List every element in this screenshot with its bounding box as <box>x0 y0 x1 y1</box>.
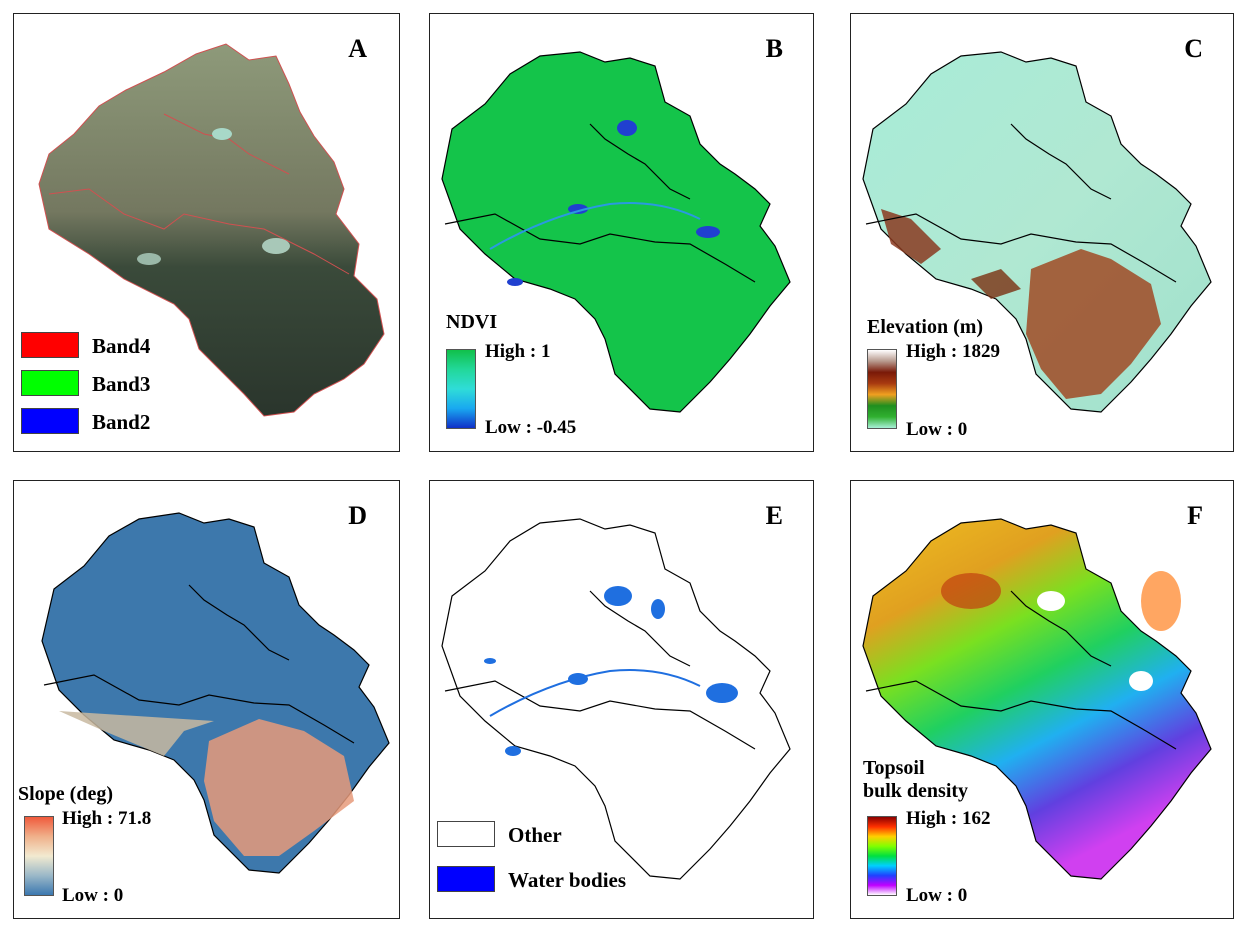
panel-e: E Other Water bodies <box>429 480 814 919</box>
panel-d: D Slope (deg) High : 71.8 Low : 0 <box>13 480 400 919</box>
legend-title-line-2: bulk density <box>863 780 969 802</box>
panel-label: D <box>348 501 367 530</box>
legend-high-label: High : 1829 <box>906 341 1000 362</box>
panel-f: F Topsoil bulk density High : 162 Low : … <box>850 480 1234 919</box>
legend-ramp-elevation <box>867 349 897 429</box>
legend-title: Elevation (m) <box>867 316 984 338</box>
legend-swatch-band4 <box>21 332 79 358</box>
legend-label-water-bodies: Water bodies <box>508 868 627 892</box>
map-b-ndvi <box>441 51 791 413</box>
legend-swatch-other <box>437 821 495 847</box>
legend-title-line-1: Topsoil <box>863 757 925 779</box>
legend-title: Slope (deg) <box>18 783 113 805</box>
map-f-bulk-density <box>862 518 1212 880</box>
legend-high-label: High : 1 <box>485 341 551 362</box>
legend-low-label: Low : 0 <box>906 419 968 440</box>
region-outline <box>38 43 385 417</box>
panel-label: E <box>765 501 783 530</box>
panel-label: B <box>765 34 783 63</box>
legend-label-band3: Band3 <box>92 372 151 396</box>
map-d-slope <box>41 512 390 874</box>
legend-ramp-slope <box>24 816 54 896</box>
panel-b: B NDVI High : 1 Low : -0.45 <box>429 13 814 452</box>
legend-swatch-band2 <box>21 408 79 434</box>
panel-label: F <box>1187 501 1203 530</box>
legend-label-band4: Band4 <box>92 334 151 358</box>
legend-label-other: Other <box>508 823 562 847</box>
panel-label: C <box>1184 34 1203 63</box>
legend-low-label: Low : 0 <box>62 885 124 906</box>
legend-low-label: Low : 0 <box>906 885 968 906</box>
legend-high-label: High : 162 <box>906 808 991 829</box>
legend-swatch-band3 <box>21 370 79 396</box>
panel-label: A <box>348 34 367 63</box>
panel-c: C Elevation (m) High : 1829 Low : 0 <box>850 13 1234 452</box>
legend-ramp-ndvi <box>446 349 476 429</box>
legend-label-band2: Band2 <box>92 410 151 434</box>
legend-title: NDVI <box>446 311 498 333</box>
legend-swatch-water-bodies <box>437 866 495 892</box>
legend-low-label: Low : -0.45 <box>485 417 577 438</box>
panel-a: A Band4 Band3 Band2 <box>13 13 400 452</box>
legend-high-label: High : 71.8 <box>62 808 152 829</box>
map-a-rgb-composite <box>38 43 385 417</box>
map-c-elevation <box>862 51 1212 413</box>
legend-ramp-bulk-density <box>867 816 897 896</box>
map-e-water-bodies <box>441 518 791 880</box>
